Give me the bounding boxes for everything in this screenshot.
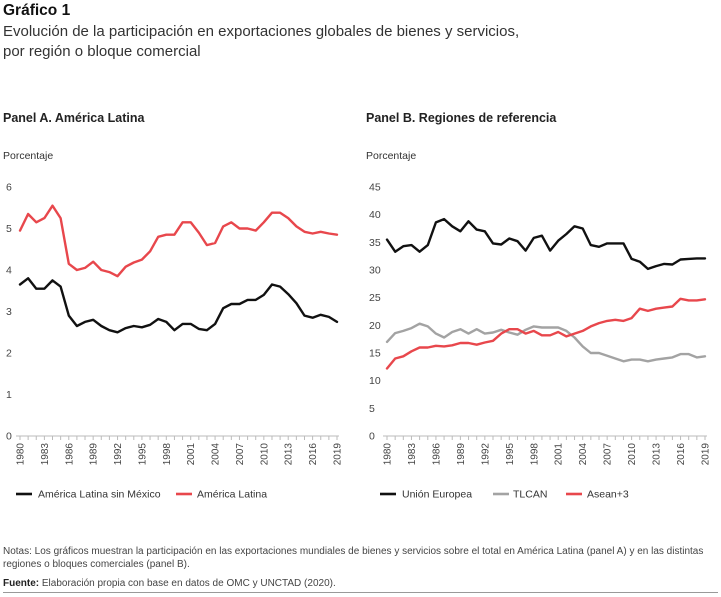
panel-b-x-tick-label: 1998	[529, 443, 540, 466]
panel-b-y-tick-label: 10	[369, 375, 381, 387]
panel-b-y-tick-label: 45	[369, 182, 381, 194]
panel-b-legend-label: Unión Europea	[402, 489, 472, 501]
panel-b-title: Panel B. Regiones de referencia	[366, 111, 557, 125]
panel-b-legend-label: TLCAN	[513, 489, 547, 501]
panel-a-x-tick-label: 1992	[113, 443, 124, 466]
panel-a-legend-label: América Latina	[197, 489, 267, 501]
panel-a-x-tick-label: 1989	[89, 443, 100, 466]
panel-b-y-tick-label: 20	[369, 320, 381, 332]
panel-a-x-tick-label: 2007	[235, 443, 246, 466]
panel-a-y-tick-label: 1	[6, 389, 12, 401]
panel-a-y-tick-label: 0	[6, 431, 12, 443]
source-text: Elaboración propia con base en datos de …	[39, 578, 336, 589]
panel-b-x-tick-label: 2016	[676, 443, 687, 466]
panel-a-legend-label: América Latina sin México	[38, 489, 161, 501]
panel-b-y-tick-label: 40	[369, 209, 381, 221]
panel-a-x-tick-label: 2004	[211, 443, 222, 466]
panel-a-x-tick-label: 1983	[40, 443, 51, 466]
panel-b-y-tick-label: 5	[369, 403, 375, 415]
panel-a-series-line-2	[18, 204, 339, 278]
panel-b-x-tick-label: 2013	[652, 443, 663, 466]
panel-b-x-tick-label: 1980	[383, 443, 394, 466]
subtitle-line-2: por región o bloque comercial	[3, 43, 201, 60]
panel-b-y-tick-label: 15	[369, 348, 381, 360]
panel-a-y-tick-label: 2	[6, 348, 12, 360]
figure-subtitle: Evolución de la participación en exporta…	[3, 22, 643, 62]
panel-a-x-tick-label: 2001	[186, 443, 197, 466]
panel-a-y-tick-label: 4	[6, 265, 12, 277]
figure-source: Fuente: Elaboración propia con base en d…	[3, 577, 715, 590]
panel-a-x-tick-label: 1995	[137, 443, 148, 466]
panel-b-x-tick-label: 2010	[627, 443, 638, 466]
figure-notes: Notas: Los gráficos muestran la particip…	[3, 546, 704, 570]
panel-a-title: Panel A. América Latina	[3, 111, 145, 125]
panel-b-y-tick-label: 30	[369, 265, 381, 277]
panel-a-x-tick-label: 1986	[64, 443, 75, 466]
panel-b-series-line-3	[385, 297, 707, 370]
figure-title: Gráfico 1	[3, 2, 71, 19]
panel-b-x-tick-label: 1983	[407, 443, 418, 466]
panel-b-x-tick-label: 2019	[701, 443, 712, 466]
panel-a-x-tick-label: 1998	[162, 443, 173, 466]
source-label: Fuente:	[3, 578, 40, 589]
panel-a-x-tick-label: 2019	[333, 443, 344, 466]
panel-a-y-tick-label: 6	[6, 182, 12, 194]
panel-b-legend-label: Asean+3	[587, 489, 629, 501]
panel-b-y-tick-label: 0	[369, 431, 375, 443]
panel-a-x-tick-label: 2013	[284, 443, 295, 466]
panel-b-x-tick-label: 1995	[505, 443, 516, 466]
panel-b-series-line-1	[385, 217, 707, 271]
panel-a-unit-label: Porcentaje	[3, 150, 54, 162]
bottom-rule	[3, 592, 718, 593]
subtitle-line-1: Evolución de la participación en exporta…	[3, 23, 520, 40]
panel-b-x-tick-label: 2001	[554, 443, 565, 466]
panel-a-series-line-1	[18, 277, 339, 334]
panel-b-x-tick-label: 1986	[431, 443, 442, 466]
panel-a-x-tick-label: 2016	[308, 443, 319, 466]
panel-a-y-tick-label: 5	[6, 223, 12, 235]
panel-b-x-tick-label: 1992	[480, 443, 491, 466]
panel-a-chart: 0 1 2 3 4 5 6 1980 1983 1986 1989 1992 1995 1998 2001 2…	[6, 182, 344, 501]
panel-b-x-tick-label: 2004	[578, 443, 589, 466]
panel-b-series-line-2	[385, 322, 707, 363]
panel-a-x-tick-label: 2010	[259, 443, 270, 466]
panel-b-chart: 0 5 10 15 20 25 30 35 40 45 1980 1983 1986 1989 1992 19…	[369, 182, 712, 501]
panel-b-x-tick-label: 2007	[603, 443, 614, 466]
panel-b-y-tick-label: 25	[369, 292, 381, 304]
panel-b-unit-label: Porcentaje	[366, 150, 417, 162]
panel-b-x-tick-label: 1989	[456, 443, 467, 466]
panel-a-x-tick-label: 1980	[16, 443, 27, 466]
panel-b-y-tick-label: 35	[369, 237, 381, 249]
panel-a-y-tick-label: 3	[6, 306, 12, 318]
